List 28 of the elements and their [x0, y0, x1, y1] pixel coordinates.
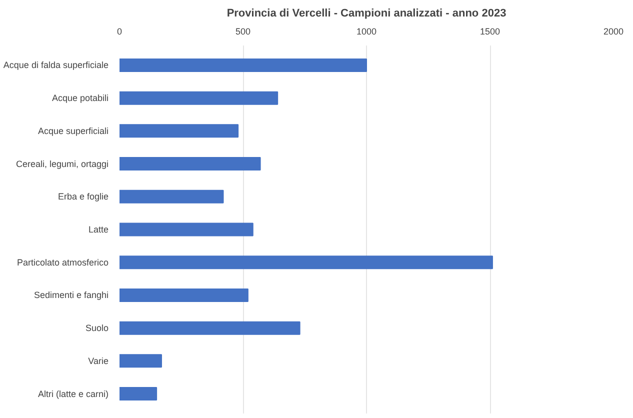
bar: [120, 91, 278, 105]
y-tick-label: Latte: [88, 224, 109, 234]
y-tick-label: Sedimenti e fanghi: [34, 290, 109, 300]
x-tick-label: 1000: [356, 26, 377, 36]
y-tick-label: Acque potabili: [52, 93, 109, 104]
y-tick-label: Varie: [88, 356, 108, 366]
bar: [120, 321, 300, 335]
x-tick-label: 0: [116, 26, 122, 36]
bar: [120, 354, 162, 368]
y-tick-label: Suolo: [85, 323, 109, 334]
y-tick-label: Acque di falda superficiale: [3, 60, 109, 70]
bar: [120, 256, 493, 270]
x-tick-label: 2000: [603, 26, 624, 36]
y-tick-label: Cereali, legumi, ortaggi: [16, 158, 108, 169]
bar: [120, 288, 248, 302]
x-tick-label: 1500: [480, 26, 500, 36]
y-tick-label: Altri (latte e carni): [38, 388, 109, 399]
y-tick-label: Erba e foglie: [58, 192, 109, 202]
bar: [120, 222, 254, 236]
chart-title: Provincia di Vercelli - Campioni analizzati - anno 2023: [226, 8, 506, 20]
x-tick-label: 500: [235, 26, 251, 36]
y-tick-label: Particolato atmosferico: [16, 257, 109, 268]
bar: [120, 58, 367, 72]
bar: [120, 387, 158, 401]
bar: [120, 124, 239, 138]
bar: [120, 157, 261, 171]
bar: [120, 190, 224, 204]
y-tick-label: Acque superficiali: [38, 126, 109, 136]
